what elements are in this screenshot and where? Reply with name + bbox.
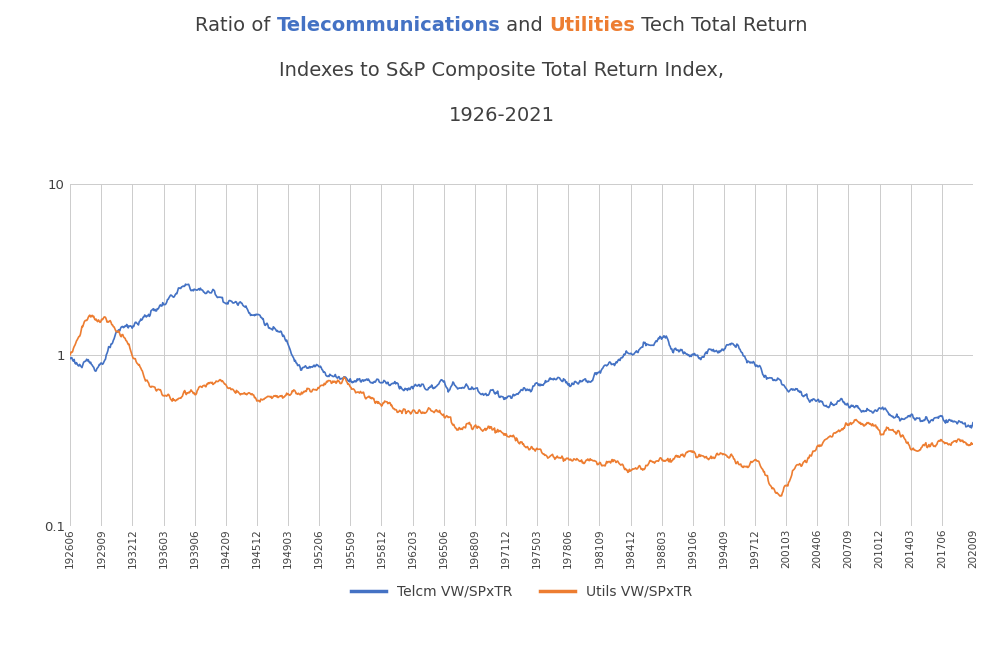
Text: 1926-2021: 1926-2021 (448, 106, 554, 125)
Text: Indexes to S&P Composite Total Return Index,: Indexes to S&P Composite Total Return In… (279, 61, 723, 80)
Text: Telecommunications: Telecommunications (277, 16, 500, 35)
Text: Ratio of: Ratio of (195, 16, 277, 35)
Legend: Telcm VW/SPxTR, Utils VW/SPxTR: Telcm VW/SPxTR, Utils VW/SPxTR (345, 579, 697, 604)
Text: and: and (500, 16, 549, 35)
Text: Utilities: Utilities (549, 16, 634, 35)
Text: Tech Total Return: Tech Total Return (634, 16, 807, 35)
